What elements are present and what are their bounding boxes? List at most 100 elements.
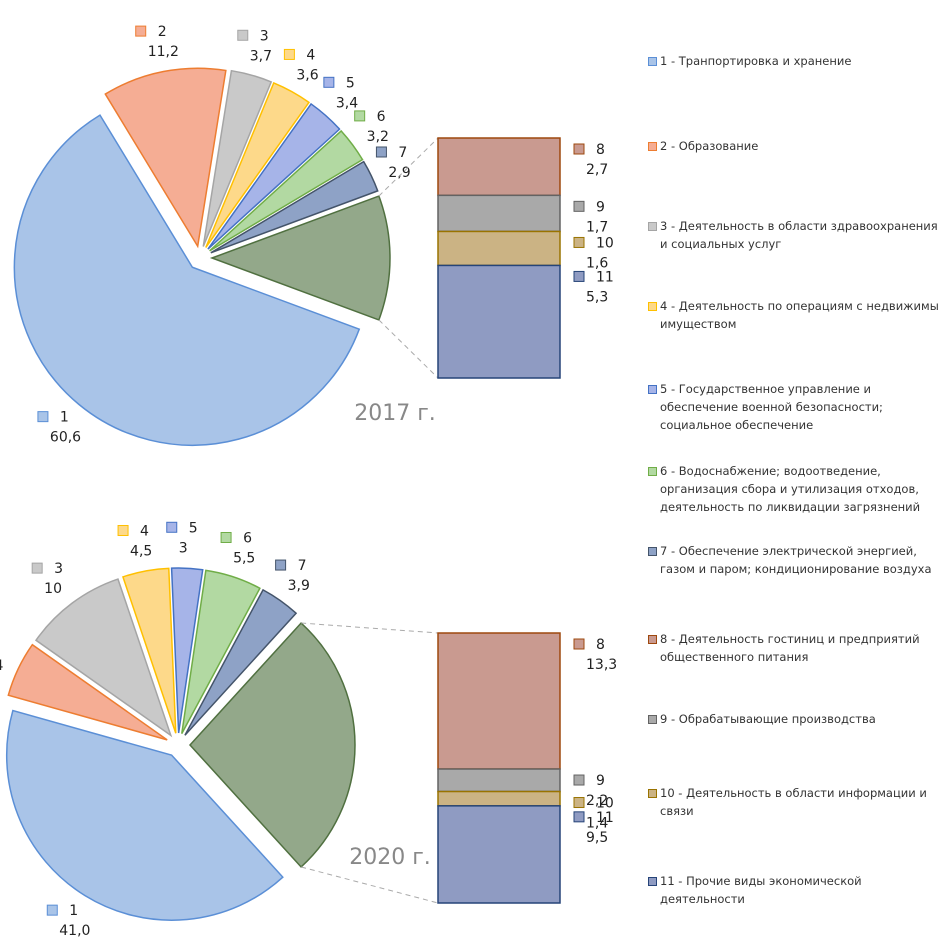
label-marker <box>37 411 49 423</box>
legend-item: 9 - Обрабатывающие производства <box>648 710 939 728</box>
data-label: 2,2 <box>586 793 608 809</box>
data-label: 41,0 <box>59 923 90 939</box>
label-marker <box>573 774 585 786</box>
legend-swatch <box>648 302 657 311</box>
pie-slice <box>104 67 227 249</box>
legend-swatch <box>648 142 657 151</box>
pie-slice <box>202 69 273 247</box>
legend-label: 8 - Деятельность гостиниц и предприятий … <box>660 632 920 664</box>
pie-slice <box>181 569 261 734</box>
data-label: 4,5 <box>130 544 152 560</box>
label-marker <box>31 562 43 574</box>
label-marker <box>573 270 585 282</box>
legend-swatch <box>648 385 657 394</box>
legend-item: 7 - Обеспечение электрической энергией, … <box>648 542 939 578</box>
category-label: 2 <box>158 24 167 40</box>
data-label: 5,5 <box>233 550 255 566</box>
legend-label: 2 - Образование <box>660 139 759 153</box>
data-label: 1,6 <box>586 255 608 271</box>
legend-item: 6 - Водоснабжение; водоотведение, органи… <box>648 462 939 516</box>
legend-label: 11 - Прочие виды экономической деятельно… <box>660 874 862 906</box>
data-label: 1,4 <box>586 816 608 832</box>
pie-slice <box>170 567 204 734</box>
data-label: 3,2 <box>367 129 389 145</box>
bar-segment <box>437 768 561 793</box>
legend-label: 10 - Деятельность в области информации и… <box>660 786 927 818</box>
chart-title: 2017 г. <box>354 401 436 426</box>
pie-slice <box>209 129 364 252</box>
legend-swatch <box>648 877 657 886</box>
label-marker <box>573 236 585 248</box>
label-marker <box>46 904 58 916</box>
pie-slice <box>207 102 341 250</box>
bar-segment <box>437 805 561 904</box>
data-label: 2,7 <box>586 162 608 178</box>
connector <box>378 137 439 197</box>
bar-segment <box>437 230 561 267</box>
legend-swatch <box>648 467 657 476</box>
bar-segment <box>437 194 561 233</box>
legend-label: 3 - Деятельность в области здравоохранен… <box>660 219 938 251</box>
connector <box>378 319 439 379</box>
legend-swatch <box>648 57 657 66</box>
pie-slice <box>7 643 168 741</box>
data-label: 2,9 <box>388 165 410 181</box>
legend-item: 8 - Деятельность гостиниц и предприятий … <box>648 630 939 666</box>
legend-swatch <box>648 789 657 798</box>
legend-swatch <box>648 222 657 231</box>
category-label: 9 <box>596 773 605 789</box>
category-label: 11 <box>596 269 614 285</box>
pie-slice <box>205 81 310 248</box>
category-label: 8 <box>596 142 605 158</box>
legend-swatch <box>648 715 657 724</box>
legend-swatch <box>648 547 657 556</box>
label-marker <box>283 48 295 60</box>
data-label: 3,7 <box>250 48 272 64</box>
legend-label: 9 - Обрабатывающие производства <box>660 712 876 726</box>
legend-label: 6 - Водоснабжение; водоотведение, органи… <box>660 464 921 514</box>
label-marker <box>135 25 147 37</box>
legend-item: 11 - Прочие виды экономической деятельно… <box>648 872 939 908</box>
pie-slice <box>13 114 361 446</box>
pie-slice <box>121 567 177 734</box>
legend-label: 4 - Деятельность по операциям с недвижим… <box>660 299 939 331</box>
category-label: 9 <box>596 199 605 215</box>
label-marker <box>573 797 585 809</box>
label-marker <box>117 525 129 537</box>
connector <box>301 622 439 634</box>
pie-slice <box>184 588 298 736</box>
data-label: 5,4 <box>0 658 3 674</box>
category-label: 7 <box>298 558 307 574</box>
pie-slice <box>5 709 284 921</box>
legend-item: 5 - Государственное управление и обеспеч… <box>648 380 939 434</box>
data-label: 3,9 <box>288 578 310 594</box>
category-label: 3 <box>54 561 63 577</box>
legend-label: 1 - Транпортировка и хранение <box>660 54 852 68</box>
label-marker <box>573 143 585 155</box>
data-label: 11,2 <box>148 44 179 60</box>
label-marker <box>573 811 585 823</box>
category-label: 4 <box>140 524 149 540</box>
bar-segment <box>437 137 561 197</box>
legend-label: 7 - Обеспечение электрической энергией, … <box>660 544 932 576</box>
category-label: 6 <box>377 109 386 125</box>
data-label: 3,4 <box>336 95 358 111</box>
legend-item: 4 - Деятельность по операциям с недвижим… <box>648 297 939 333</box>
pie-slice <box>210 160 379 254</box>
data-label: 9,5 <box>586 830 608 846</box>
label-marker <box>354 110 366 122</box>
legend-item: 2 - Образование <box>648 137 939 155</box>
data-label: 60,6 <box>50 430 81 446</box>
category-label: 5 <box>189 520 198 536</box>
pie-slice <box>34 578 173 738</box>
chart-title: 2020 г. <box>349 845 431 870</box>
label-marker <box>375 146 387 158</box>
category-label: 10 <box>596 796 614 812</box>
legend-label: 5 - Государственное управление и обеспеч… <box>660 382 883 432</box>
label-marker <box>166 521 178 533</box>
category-label: 1 <box>69 903 78 919</box>
category-label: 5 <box>346 75 355 91</box>
label-marker <box>237 29 249 41</box>
data-label: 1,7 <box>586 219 608 235</box>
